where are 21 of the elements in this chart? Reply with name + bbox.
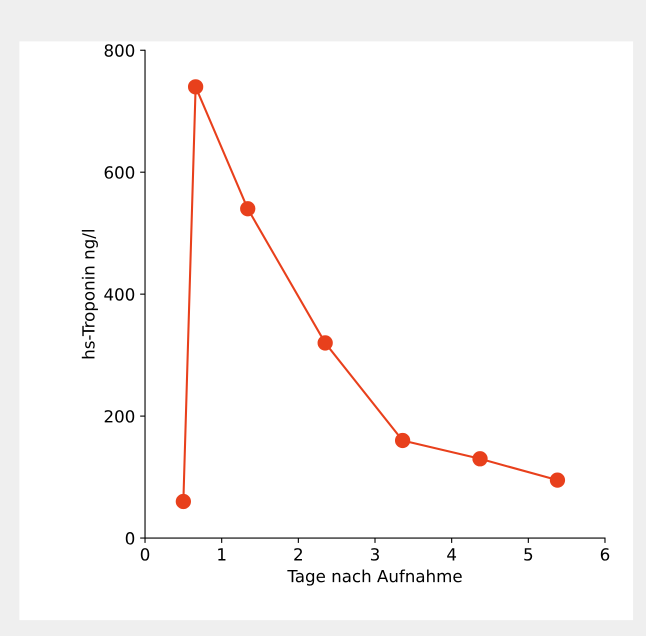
point bbox=[176, 494, 191, 510]
point bbox=[472, 451, 488, 466]
y-tick-label: 800 bbox=[104, 44, 134, 57]
y-axis-title: hs-Troponin ng/l bbox=[82, 230, 98, 358]
x-tick-label: 4 bbox=[447, 548, 456, 560]
point bbox=[240, 201, 256, 216]
x-tick-label: 1 bbox=[218, 548, 226, 560]
point bbox=[318, 335, 333, 351]
x-tick-label: 0 bbox=[140, 548, 150, 561]
y-tick-label: 600 bbox=[104, 166, 134, 179]
y-tick-label: 0 bbox=[126, 532, 134, 545]
point bbox=[394, 432, 410, 448]
x-axis-title: Tage nach Aufnahme bbox=[287, 569, 462, 586]
x-tick-label: 5 bbox=[524, 548, 532, 561]
point bbox=[188, 79, 204, 94]
x-tick-label: 2 bbox=[294, 548, 302, 560]
y-tick-label: 400 bbox=[104, 288, 134, 301]
x-tick-label: 6 bbox=[600, 548, 610, 561]
x-tick-label: 3 bbox=[370, 548, 379, 561]
y-tick-label: 200 bbox=[104, 410, 134, 423]
point bbox=[550, 472, 566, 488]
